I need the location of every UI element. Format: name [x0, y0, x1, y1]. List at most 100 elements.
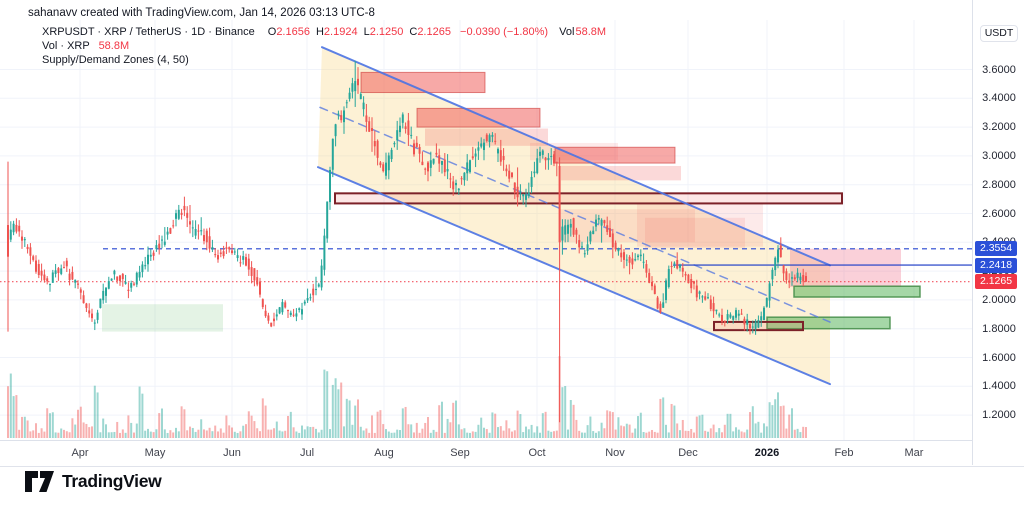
volume-bar [382, 424, 385, 438]
volume-bar [631, 432, 634, 438]
legend-indicator-row[interactable]: Supply/Demand Zones (4, 50) [42, 54, 606, 67]
demand-zone[interactable] [102, 304, 223, 332]
candle [516, 186, 519, 198]
volume-bar [343, 426, 345, 438]
candle [785, 271, 788, 281]
supply-demand-zones [102, 71, 921, 332]
candle [152, 252, 155, 256]
volume-bar [368, 432, 371, 438]
volume-bar [284, 430, 287, 438]
candle [177, 209, 180, 219]
supply-demand-indicator-label: Supply/Demand Zones (4, 50) [42, 54, 189, 66]
candle [205, 230, 208, 243]
candle [329, 169, 331, 203]
volume-bar [91, 426, 93, 438]
demand-zone[interactable] [766, 316, 891, 330]
supply-zone[interactable] [637, 203, 763, 247]
candle [40, 270, 43, 276]
candle [480, 143, 483, 147]
candle [54, 270, 57, 274]
supply-zone[interactable] [416, 107, 541, 128]
candle [435, 152, 438, 155]
price-axis[interactable]: USDT 3.6000 3.4000 3.2000 3.0000 2.8000 2.600… [972, 0, 1024, 465]
candle [796, 272, 799, 279]
demand-zone[interactable] [793, 285, 921, 298]
supply-zone[interactable] [561, 165, 681, 181]
volume-bar [186, 430, 189, 438]
channel-lower-trendline[interactable] [317, 166, 831, 386]
volume-bar [704, 430, 707, 438]
volume-bar [659, 398, 662, 438]
candle [600, 219, 603, 226]
candle [751, 326, 754, 328]
candle [214, 254, 217, 256]
candle [581, 246, 583, 248]
candle [768, 283, 771, 301]
candle [765, 297, 768, 307]
chart-canvas[interactable] [0, 0, 972, 440]
volume-bar [354, 405, 357, 438]
volume-bar [23, 416, 26, 438]
supply-zone[interactable] [560, 209, 695, 243]
volume-label: Vol [559, 26, 575, 38]
currency-usdt-chip[interactable]: USDT [980, 25, 1018, 42]
volume-bar [242, 425, 245, 438]
volume-bar [393, 432, 396, 438]
volume-bar [662, 397, 665, 438]
candle [628, 256, 631, 263]
candle [732, 316, 735, 320]
candle [477, 147, 480, 151]
candle [651, 282, 653, 287]
volume-bar [60, 428, 63, 438]
volume-bar [491, 412, 494, 438]
volume-bar [421, 428, 424, 438]
candle [429, 160, 432, 168]
volume-bar [623, 426, 625, 438]
volume-bar [225, 415, 228, 438]
tradingview-logo[interactable]: TradingView [25, 471, 162, 492]
volume-bar [194, 431, 197, 438]
volume-bar [567, 429, 569, 438]
candle [337, 113, 340, 115]
legend-symbol-row[interactable]: XRPUSDT · XRP / TetherUS · 1D · Binance O… [42, 26, 606, 39]
volume-bar [410, 424, 413, 438]
volume-bars [7, 356, 807, 438]
volume-bar [79, 406, 82, 438]
volume-bar [407, 424, 410, 438]
volume-bar [351, 424, 354, 438]
candle [491, 134, 494, 137]
volume-bar [721, 432, 723, 438]
candles [7, 60, 807, 423]
candle [354, 81, 357, 92]
candle [242, 256, 245, 260]
candle [421, 161, 424, 166]
volume-bar [147, 428, 149, 438]
channel-middle-trendline[interactable] [319, 106, 831, 323]
candle [723, 321, 726, 323]
candle [530, 176, 533, 187]
volume-bar [301, 425, 303, 438]
supply-zone[interactable] [645, 217, 745, 249]
candle [144, 265, 147, 267]
time-axis[interactable]: Apr May Jun Jul Aug Sep Oct Nov Dec 2026 Feb Mar [0, 440, 1024, 467]
volume-bar [715, 432, 718, 438]
volume-bar [418, 432, 421, 438]
volume-bar [323, 369, 326, 438]
candle [558, 165, 561, 243]
volume-bar [250, 415, 253, 438]
candle [609, 228, 611, 238]
volume-bar [723, 424, 726, 438]
candle [275, 314, 278, 317]
price-tick-label: 2.8000 [982, 178, 1016, 191]
candle [68, 273, 71, 281]
price-range-box[interactable] [334, 192, 843, 205]
candle [424, 168, 427, 170]
volume-bar [130, 422, 133, 438]
candle [525, 194, 527, 200]
volume-bar [690, 428, 693, 438]
legend-volume-row[interactable]: Vol · XRP 58.8M [42, 40, 606, 53]
candle [670, 265, 673, 267]
volume-bar [65, 431, 68, 438]
volume-bar [37, 432, 40, 438]
channel-upper-trendline[interactable] [321, 46, 831, 267]
